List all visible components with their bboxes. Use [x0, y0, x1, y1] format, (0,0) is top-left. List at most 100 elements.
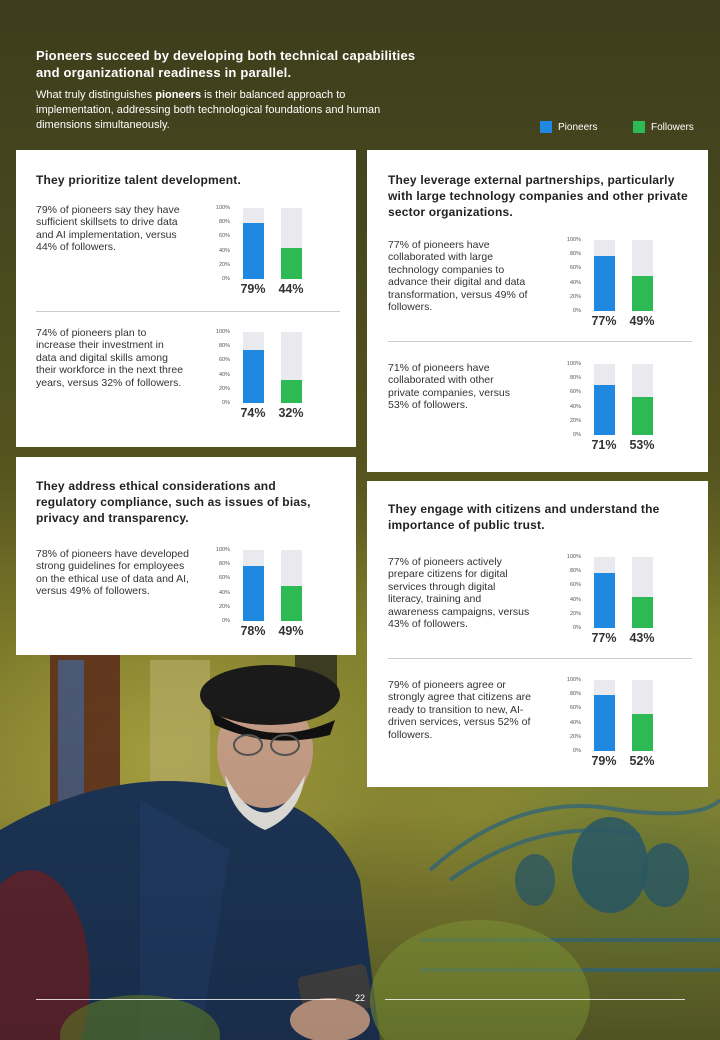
- footer-rule-right: [385, 999, 685, 1000]
- y-tick-label: 0%: [222, 618, 230, 624]
- y-tick-label: 80%: [218, 561, 230, 568]
- panel-ethics: They address ethical considerations and …: [16, 457, 356, 655]
- pioneers-value-label: 79%: [591, 754, 617, 768]
- y-tick-label: 40%: [218, 247, 230, 254]
- y-tick-label: 20%: [569, 417, 581, 424]
- y-tick-label: 60%: [569, 582, 581, 589]
- y-tick-label: 100%: [566, 237, 581, 243]
- pioneers-value-label: 78%: [240, 624, 266, 638]
- followers-value-label: 53%: [629, 438, 655, 452]
- y-tick-label: 40%: [218, 371, 230, 378]
- intro-text-start: What truly distinguishes: [36, 89, 156, 101]
- page-number: 22: [354, 993, 365, 1003]
- ethics-stat-1-text: 78% of pioneers have developed strong gu…: [36, 548, 189, 598]
- partners-divider: [388, 341, 692, 342]
- talent-chart-2: 100% 80% 60% 40% 20% 0% 74% 32%: [212, 329, 322, 440]
- followers-value-label: 52%: [629, 754, 655, 768]
- legend-pioneers: Pioneers: [540, 121, 597, 133]
- pioneers-swatch: [540, 121, 552, 133]
- y-tick-label: 40%: [569, 279, 581, 286]
- y-tick-label: 80%: [569, 251, 581, 258]
- y-tick-label: 20%: [218, 261, 230, 268]
- talent-stat-2-text: 74% of pioneers plan to increase their i…: [36, 327, 184, 389]
- pioneers-bar: [594, 694, 615, 751]
- y-tick-label: 20%: [569, 610, 581, 617]
- citizens-stat-2-text: 79% of pioneers agree or strongly agree …: [388, 679, 531, 741]
- y-tick-label: 0%: [573, 432, 581, 438]
- elderly-man-with-phone-photo: [0, 650, 720, 1040]
- pioneers-value-label: 77%: [591, 631, 617, 645]
- y-tick-label: 60%: [569, 389, 581, 396]
- legend-pioneers-label: Pioneers: [558, 121, 598, 133]
- y-tick-label: 20%: [218, 385, 230, 392]
- pioneers-value-label: 71%: [591, 438, 617, 452]
- followers-bar: [281, 380, 302, 403]
- y-tick-label: 100%: [215, 329, 230, 335]
- followers-bar: [632, 714, 653, 751]
- pioneers-value-label: 77%: [591, 314, 617, 328]
- y-tick-label: 100%: [566, 677, 581, 683]
- partners-chart-2: 100% 80% 60% 40% 20% 0% 71% 53%: [563, 361, 673, 472]
- pioneers-bar: [594, 573, 615, 628]
- y-tick-label: 20%: [218, 603, 230, 610]
- y-tick-label: 40%: [569, 719, 581, 726]
- y-tick-label: 60%: [569, 705, 581, 712]
- followers-value-label: 43%: [629, 631, 655, 645]
- y-tick-label: 60%: [218, 575, 230, 582]
- legend-followers: Followers: [633, 121, 694, 133]
- panel-partnerships-title: They leverage external partnerships, par…: [388, 173, 688, 219]
- partners-chart-1: 100% 80% 60% 40% 20% 0% 77% 49%: [563, 237, 673, 348]
- y-tick-label: 20%: [569, 293, 581, 300]
- y-tick-label: 0%: [573, 748, 581, 754]
- pioneers-bar: [243, 350, 264, 403]
- talent-chart-1: 100% 80% 60% 40% 20% 0% 79% 44%: [212, 205, 322, 316]
- y-tick-label: 40%: [218, 589, 230, 596]
- y-tick-label: 0%: [222, 400, 230, 406]
- citizens-chart-2: 100% 80% 60% 40% 20% 0% 79% 52%: [563, 677, 673, 788]
- y-tick-label: 60%: [218, 233, 230, 240]
- y-tick-label: 60%: [218, 357, 230, 364]
- followers-value-label: 32%: [278, 406, 304, 420]
- y-tick-label: 0%: [222, 276, 230, 282]
- y-tick-label: 100%: [215, 547, 230, 553]
- pioneers-bar: [594, 384, 615, 435]
- y-tick-label: 100%: [215, 205, 230, 211]
- citizens-chart-1: 100% 80% 60% 40% 20% 0% 77% 43%: [563, 554, 673, 665]
- y-tick-label: 100%: [566, 361, 581, 367]
- legend-followers-label: Followers: [651, 121, 694, 133]
- footer-rule-left: [36, 999, 336, 1000]
- followers-value-label: 44%: [278, 282, 304, 296]
- citizens-stat-1-text: 77% of pioneers actively prepare citizen…: [388, 556, 530, 631]
- ethics-chart-1: 100% 80% 60% 40% 20% 0% 78% 49%: [212, 547, 322, 658]
- talent-divider: [36, 311, 340, 312]
- y-tick-label: 40%: [569, 596, 581, 603]
- followers-bar: [632, 597, 653, 628]
- pioneers-value-label: 74%: [240, 406, 266, 420]
- partners-stat-1-text: 77% of pioneers have collaborated with l…: [388, 239, 528, 314]
- followers-bar: [281, 247, 302, 279]
- citizens-divider: [388, 658, 692, 659]
- y-tick-label: 60%: [569, 265, 581, 272]
- followers-swatch: [633, 121, 645, 133]
- panel-talent-title: They prioritize talent development.: [36, 173, 242, 187]
- intro-text: What truly distinguishes pioneers is the…: [36, 88, 396, 133]
- panel-citizens-title: They engage with citizens and understand…: [388, 502, 660, 532]
- y-tick-label: 80%: [569, 691, 581, 698]
- y-tick-label: 80%: [218, 343, 230, 350]
- intro-text-end: is their balanced approach to implementa…: [36, 89, 381, 131]
- y-tick-label: 80%: [218, 219, 230, 226]
- followers-bar: [632, 397, 653, 435]
- panel-partnerships: They leverage external partnerships, par…: [367, 150, 708, 472]
- y-tick-label: 80%: [569, 568, 581, 575]
- y-tick-label: 0%: [573, 625, 581, 631]
- panel-citizens: They engage with citizens and understand…: [367, 481, 708, 787]
- followers-value-label: 49%: [629, 314, 655, 328]
- y-tick-label: 0%: [573, 308, 581, 314]
- pioneers-bar: [594, 256, 615, 311]
- followers-value-label: 49%: [278, 624, 304, 638]
- followers-bar: [632, 276, 653, 311]
- panel-ethics-title: They address ethical considerations and …: [36, 479, 311, 525]
- page-title: Pioneers succeed by developing both tech…: [36, 48, 416, 80]
- pioneers-bar: [243, 222, 264, 279]
